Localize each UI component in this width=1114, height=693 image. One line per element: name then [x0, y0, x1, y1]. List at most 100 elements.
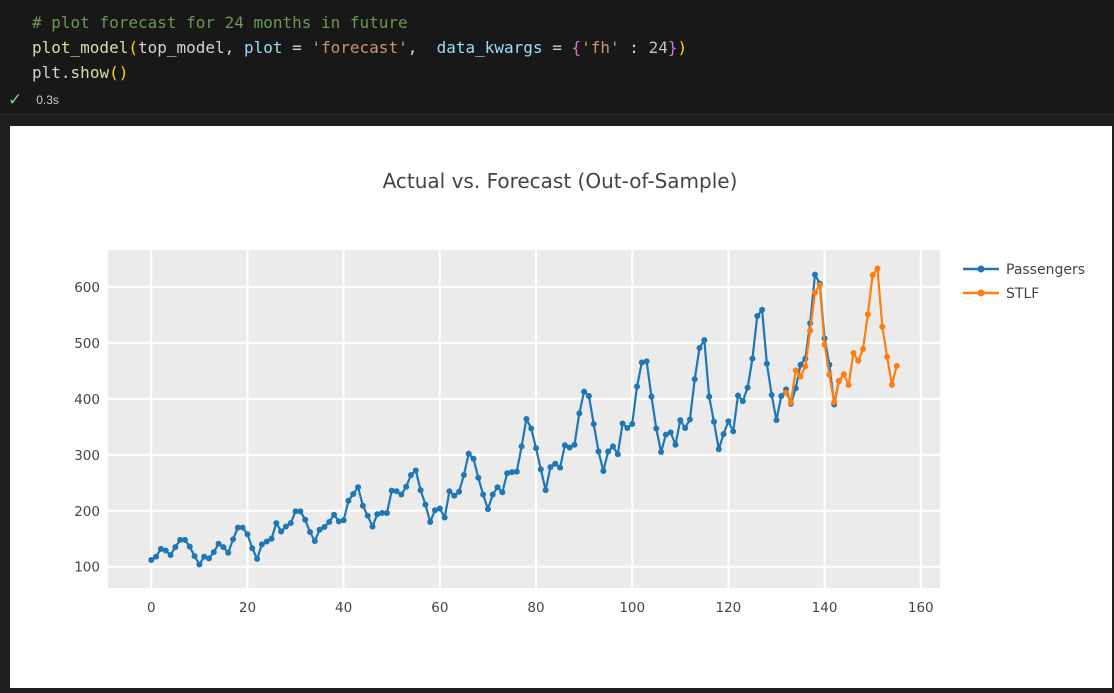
code-dict-value: 24	[648, 38, 668, 57]
data-point-passengers	[811, 271, 818, 278]
code-cell[interactable]: # plot forecast for 24 months in future …	[0, 0, 1114, 115]
code-arg-kwargs-name: data_kwargs	[436, 38, 543, 57]
data-point-passengers	[686, 416, 693, 423]
code-arg-model: top_model	[137, 38, 225, 57]
x-tick-label: 160	[908, 600, 934, 616]
data-point-passengers	[177, 536, 184, 543]
legend[interactable]: Passengers STLF	[963, 262, 1085, 302]
data-point-stlf	[797, 373, 804, 380]
data-point-passengers	[292, 508, 299, 515]
data-point-passengers	[297, 508, 304, 515]
y-tick-label: 400	[74, 392, 100, 408]
data-point-stlf	[807, 327, 814, 334]
data-point-passengers	[417, 487, 424, 494]
data-point-stlf	[826, 371, 833, 378]
data-point-passengers	[225, 549, 232, 556]
data-point-passengers	[407, 471, 414, 478]
data-point-passengers	[398, 491, 405, 498]
data-point-passengers	[157, 545, 164, 552]
data-point-passengers	[696, 344, 703, 351]
data-point-stlf	[792, 367, 799, 374]
data-point-stlf	[893, 362, 900, 369]
x-tick-label: 80	[527, 600, 544, 616]
data-point-passengers	[797, 361, 804, 368]
data-point-passengers	[186, 543, 193, 550]
y-tick-label: 300	[74, 448, 100, 464]
data-point-passengers	[542, 487, 549, 494]
check-icon: ✓	[8, 90, 23, 110]
cell-divider	[0, 114, 1114, 115]
data-point-passengers	[513, 468, 520, 475]
legend-label-stlf: STLF	[1006, 286, 1039, 302]
forecast-plot[interactable]: Actual vs. Forecast (Out-of-Sample) 0 20 4…	[10, 126, 1112, 688]
data-point-passengers	[201, 553, 208, 560]
data-point-stlf	[845, 381, 852, 388]
x-tick-label: 120	[716, 600, 742, 616]
data-point-passengers	[619, 420, 626, 427]
chart-title: Actual vs. Forecast (Out-of-Sample)	[383, 169, 738, 193]
data-point-passengers	[306, 529, 313, 536]
data-point-passengers	[335, 518, 342, 525]
data-point-passengers	[672, 441, 679, 448]
data-point-passengers	[326, 518, 333, 525]
y-tick-label: 500	[74, 336, 100, 352]
data-point-passengers	[585, 393, 592, 400]
data-point-passengers	[215, 540, 222, 547]
data-point-passengers	[706, 393, 713, 400]
code-editor[interactable]: # plot forecast for 24 months in future …	[32, 13, 688, 82]
data-point-passengers	[278, 528, 285, 535]
code-dict-key: 'fh'	[581, 38, 620, 57]
data-point-passengers	[470, 455, 477, 462]
data-point-passengers	[763, 360, 770, 367]
data-point-passengers	[210, 549, 217, 556]
data-point-passengers	[715, 446, 722, 453]
data-point-stlf	[811, 289, 818, 296]
data-point-stlf	[787, 399, 794, 406]
data-point-passengers	[677, 417, 684, 424]
data-point-passengers	[230, 536, 237, 543]
data-point-passengers	[287, 520, 294, 527]
data-point-passengers	[162, 547, 169, 554]
data-point-passengers	[605, 448, 612, 455]
data-point-passengers	[393, 488, 400, 495]
data-point-passengers	[643, 358, 650, 365]
x-tick-label: 100	[619, 600, 645, 616]
data-point-passengers	[205, 555, 212, 562]
data-point-passengers	[234, 524, 241, 531]
series-stlf	[783, 265, 900, 406]
x-tick-label: 20	[239, 600, 256, 616]
data-point-passengers	[653, 425, 660, 432]
data-point-passengers	[662, 431, 669, 438]
data-point-passengers	[566, 444, 573, 451]
execution-time: 0.3s	[36, 93, 59, 107]
y-tick-label: 100	[74, 560, 100, 576]
data-point-passengers	[379, 510, 386, 517]
data-point-passengers	[629, 421, 636, 428]
data-point-passengers	[576, 410, 583, 417]
data-point-passengers	[331, 511, 338, 518]
axis-ticks: 0 20 40 60 80 100 120 140 160 100 200 300 400 500 600	[74, 280, 933, 616]
x-tick-label: 60	[431, 600, 448, 616]
data-point-passengers	[725, 418, 732, 425]
code-line3-object: plt	[32, 63, 61, 82]
data-point-passengers	[730, 428, 737, 435]
code-arg-plot-name: plot	[243, 38, 283, 57]
data-point-passengers	[302, 516, 309, 523]
legend-item-stlf[interactable]: STLF	[963, 286, 1039, 302]
output-area: Actual vs. Forecast (Out-of-Sample) 0 20 4…	[10, 126, 1112, 688]
data-point-passengers	[528, 425, 535, 432]
data-point-stlf	[850, 349, 857, 356]
data-point-passengers	[508, 469, 515, 476]
data-point-passengers	[475, 474, 482, 481]
data-point-passengers	[436, 505, 443, 512]
data-point-passengers	[254, 555, 261, 562]
legend-item-passengers[interactable]: Passengers	[963, 262, 1085, 278]
data-point-passengers	[609, 443, 616, 450]
data-point-passengers	[249, 545, 256, 552]
data-point-stlf	[855, 357, 862, 364]
data-point-passengers	[504, 470, 511, 477]
data-point-passengers	[614, 451, 621, 458]
data-point-passengers	[345, 497, 352, 504]
data-point-stlf	[816, 282, 823, 289]
data-point-passengers	[316, 526, 323, 533]
